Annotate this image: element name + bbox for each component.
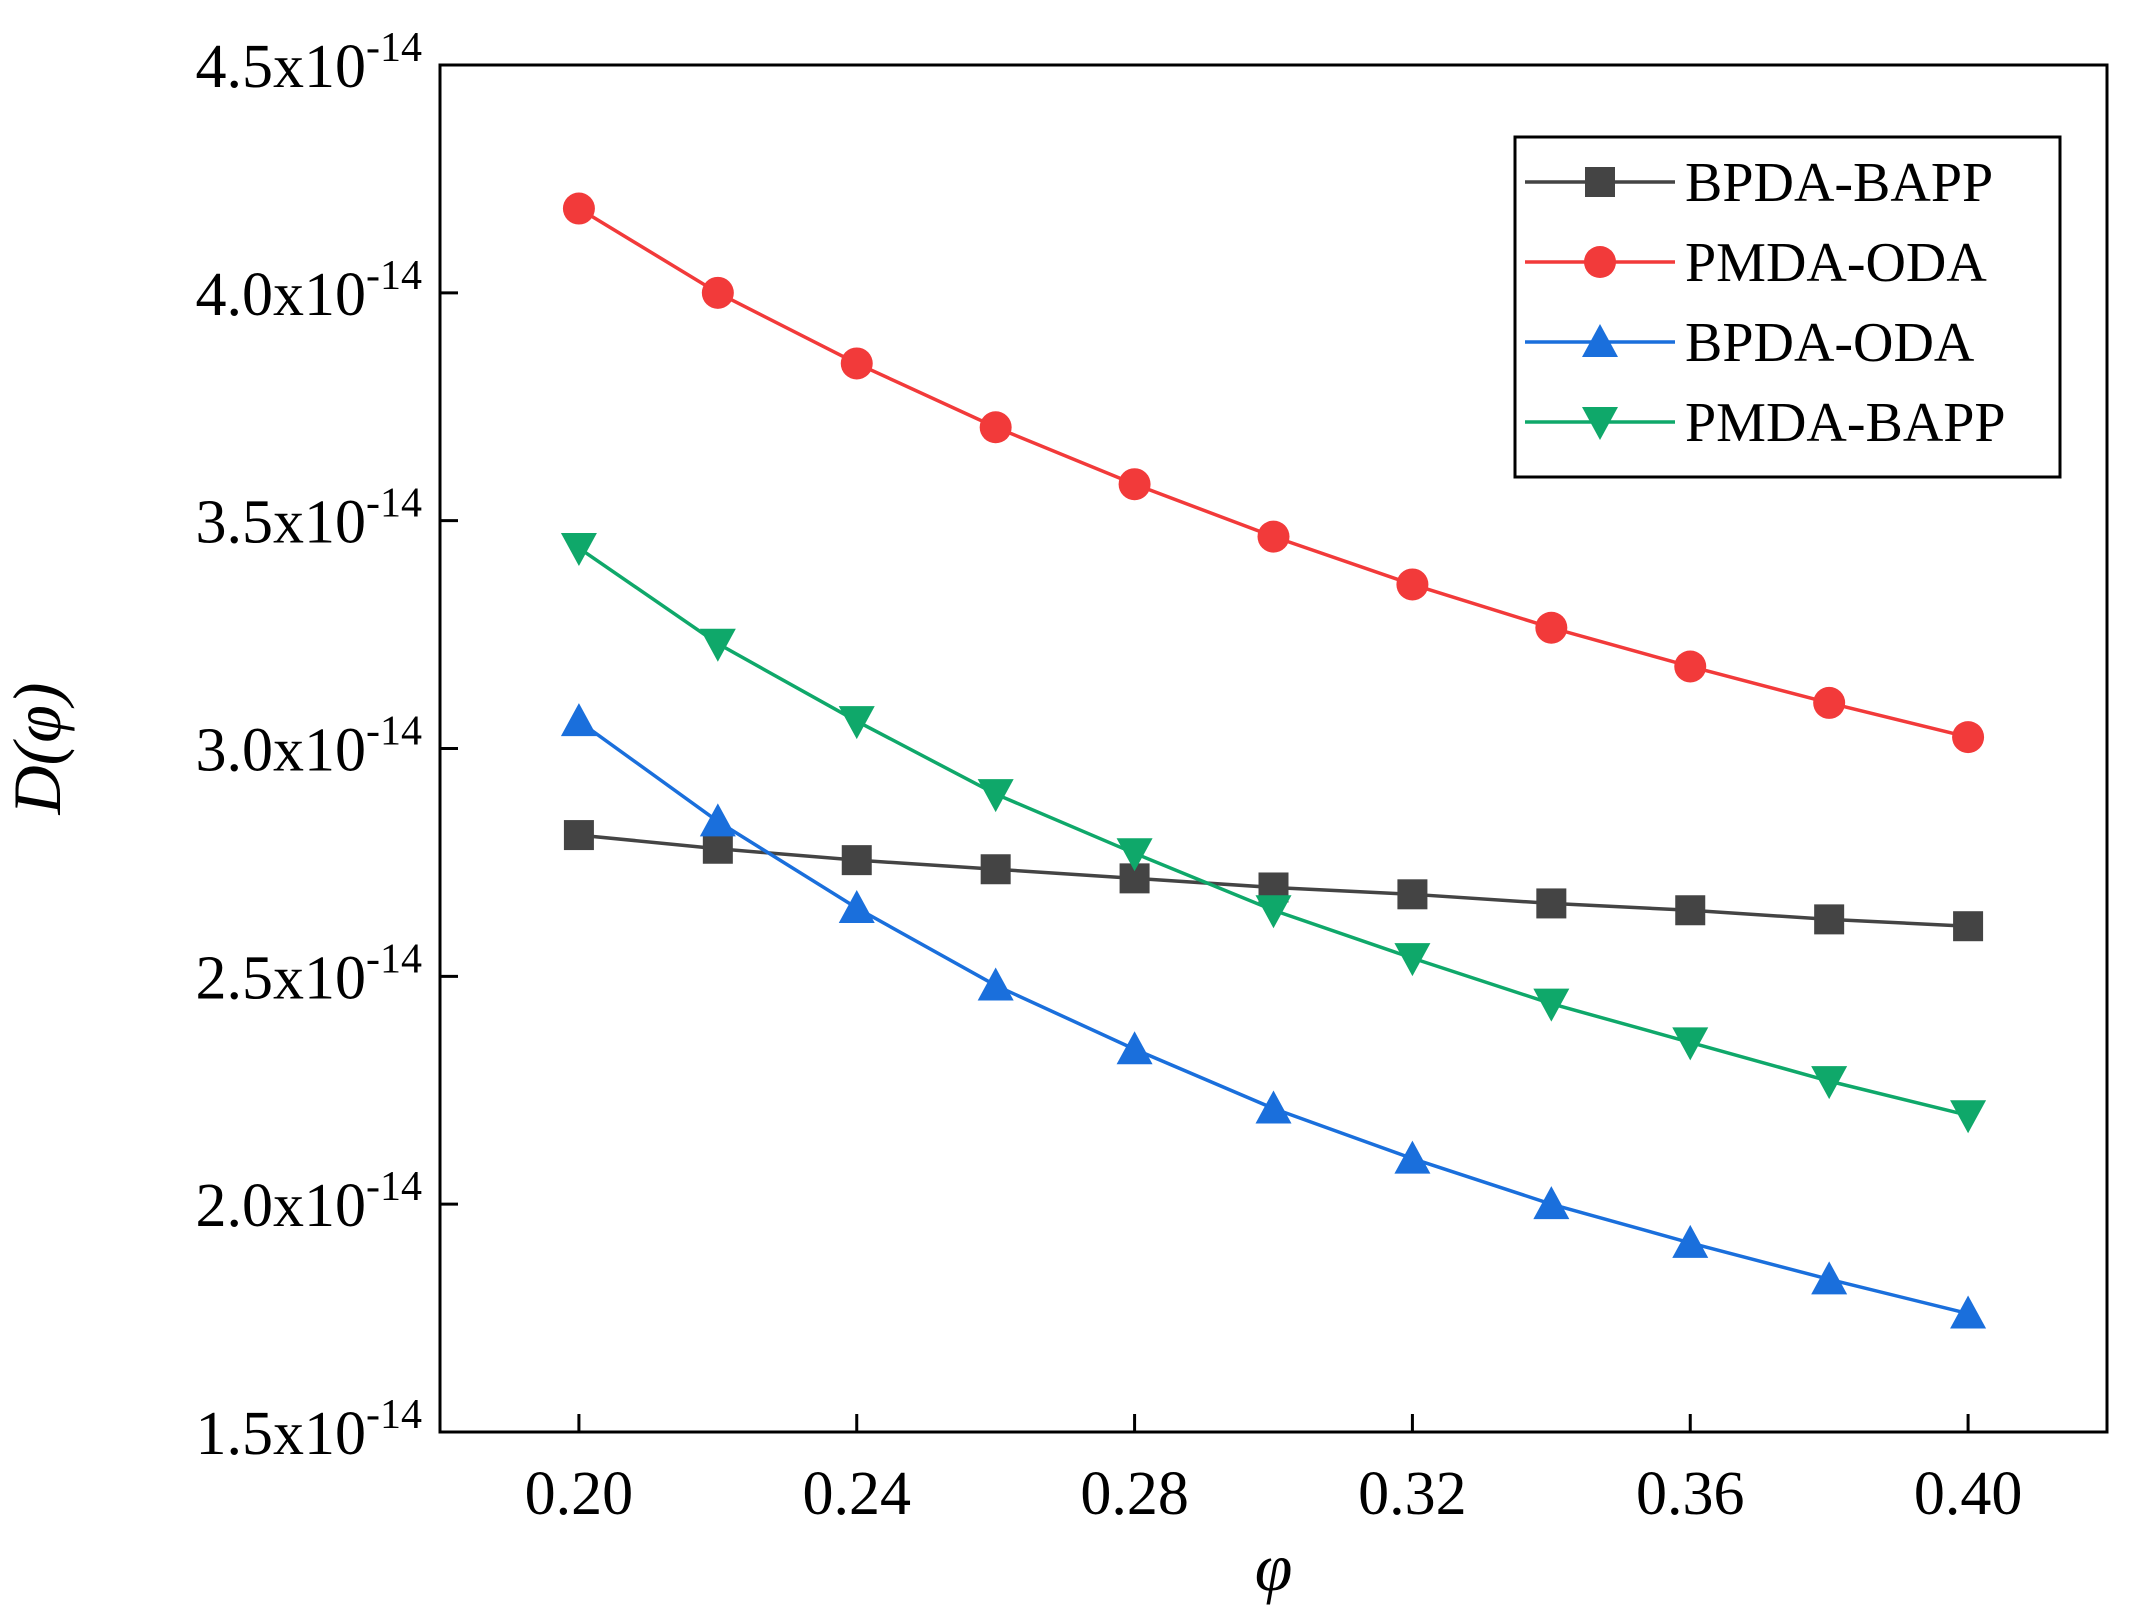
data-point-pmda-bapp	[1811, 1066, 1848, 1100]
series-pmda-bapp	[560, 533, 1987, 1134]
data-point-bpda-bapp	[1953, 911, 1984, 942]
data-point-bpda-bapp	[1536, 888, 1567, 919]
data-point-bpda-oda	[560, 703, 597, 737]
data-point-bpda-oda	[699, 803, 736, 837]
data-point-bpda-bapp	[1397, 879, 1428, 910]
data-point-pmda-bapp	[1950, 1100, 1987, 1134]
data-point-pmda-bapp	[1116, 838, 1153, 872]
data-point-pmda-oda	[1257, 520, 1290, 553]
data-point-pmda-bapp	[699, 628, 736, 662]
data-point-bpda-oda	[1394, 1140, 1431, 1174]
x-tick-label: 0.40	[1914, 1460, 2023, 1528]
data-point-bpda-bapp	[563, 820, 594, 851]
series-layer	[560, 192, 1987, 1329]
series-line-pmda-bapp	[577, 546, 1969, 1118]
data-point-bpda-oda	[1116, 1031, 1153, 1065]
x-tick-label: 0.32	[1358, 1460, 1467, 1528]
data-point-bpda-oda	[1672, 1224, 1709, 1258]
y-tick-label: 4.5x10-14	[196, 25, 423, 101]
legend-marker-bpda-oda	[1582, 324, 1618, 357]
series-pmda-oda	[562, 192, 1985, 754]
y-tick-label: 1.5x10-14	[196, 1392, 423, 1468]
series-line-bpda-oda	[577, 719, 1969, 1316]
data-point-pmda-bapp	[838, 706, 875, 740]
x-tick-label: 0.24	[803, 1460, 912, 1528]
y-tick-label: 4.0x10-14	[196, 253, 423, 329]
data-point-pmda-oda	[562, 192, 595, 225]
data-point-pmda-oda	[1118, 468, 1151, 501]
x-tick-label: 0.20	[525, 1460, 634, 1528]
data-point-bpda-oda	[1811, 1261, 1848, 1295]
data-point-pmda-bapp	[560, 533, 597, 567]
data-point-pmda-oda	[840, 347, 873, 380]
legend-label-pmda-bapp: PMDA-BAPP	[1685, 392, 2006, 454]
y-axis: 1.5x10-14 2.0x10-14 2.5x10-14 3.0x10-14 3.5x…	[196, 25, 458, 1468]
legend-label-bpda-bapp: BPDA-BAPP	[1685, 152, 1993, 214]
data-point-bpda-oda	[1950, 1295, 1987, 1329]
data-point-pmda-oda	[1396, 568, 1429, 601]
data-point-bpda-oda	[838, 889, 875, 923]
data-point-bpda-bapp	[841, 845, 872, 876]
data-point-pmda-oda	[1535, 611, 1568, 644]
data-point-bpda-bapp	[980, 854, 1011, 885]
y-tick-label: 3.5x10-14	[196, 481, 423, 557]
legend-marker-pmda-bapp	[1582, 407, 1618, 440]
y-tick-label: 3.0x10-14	[196, 709, 423, 785]
y-tick-label: 2.5x10-14	[196, 936, 423, 1012]
data-point-bpda-bapp	[1675, 895, 1706, 926]
data-point-pmda-bapp	[1255, 895, 1292, 929]
legend-marker-pmda-oda	[1584, 246, 1616, 278]
data-point-pmda-bapp	[977, 779, 1014, 813]
x-tick-label: 0.28	[1080, 1460, 1189, 1528]
data-point-pmda-oda	[701, 276, 734, 309]
legend-label-bpda-oda: BPDA-ODA	[1685, 312, 1975, 374]
data-point-pmda-oda	[979, 411, 1012, 444]
series-bpda-oda	[560, 703, 1987, 1329]
x-tick-label: 0.36	[1636, 1460, 1745, 1528]
legend-label-pmda-oda: PMDA-ODA	[1685, 232, 1987, 294]
data-point-pmda-oda	[1674, 650, 1707, 683]
data-point-bpda-oda	[1255, 1090, 1292, 1124]
y-axis-title: D(φ)	[0, 682, 75, 815]
data-point-pmda-bapp	[1533, 988, 1570, 1022]
data-point-pmda-oda	[1952, 721, 1985, 754]
x-axis: 0.20 0.24 0.28 0.32 0.36 0.40	[525, 1414, 2023, 1528]
legend: BPDA-BAPP PMDA-ODA BPDA-ODA PMDA-BAPP	[1513, 135, 2062, 479]
data-point-bpda-oda	[1533, 1186, 1570, 1220]
data-point-bpda-bapp	[702, 833, 733, 864]
x-axis-title: φ	[1255, 1529, 1293, 1605]
data-point-bpda-bapp	[1814, 904, 1845, 935]
data-point-pmda-oda	[1813, 686, 1846, 719]
series-bpda-bapp	[563, 820, 1984, 942]
data-point-pmda-bapp	[1672, 1027, 1709, 1061]
data-point-bpda-oda	[977, 967, 1014, 1001]
data-point-pmda-bapp	[1394, 943, 1431, 977]
y-tick-label: 2.0x10-14	[196, 1164, 423, 1240]
legend-marker-bpda-bapp	[1585, 167, 1615, 197]
